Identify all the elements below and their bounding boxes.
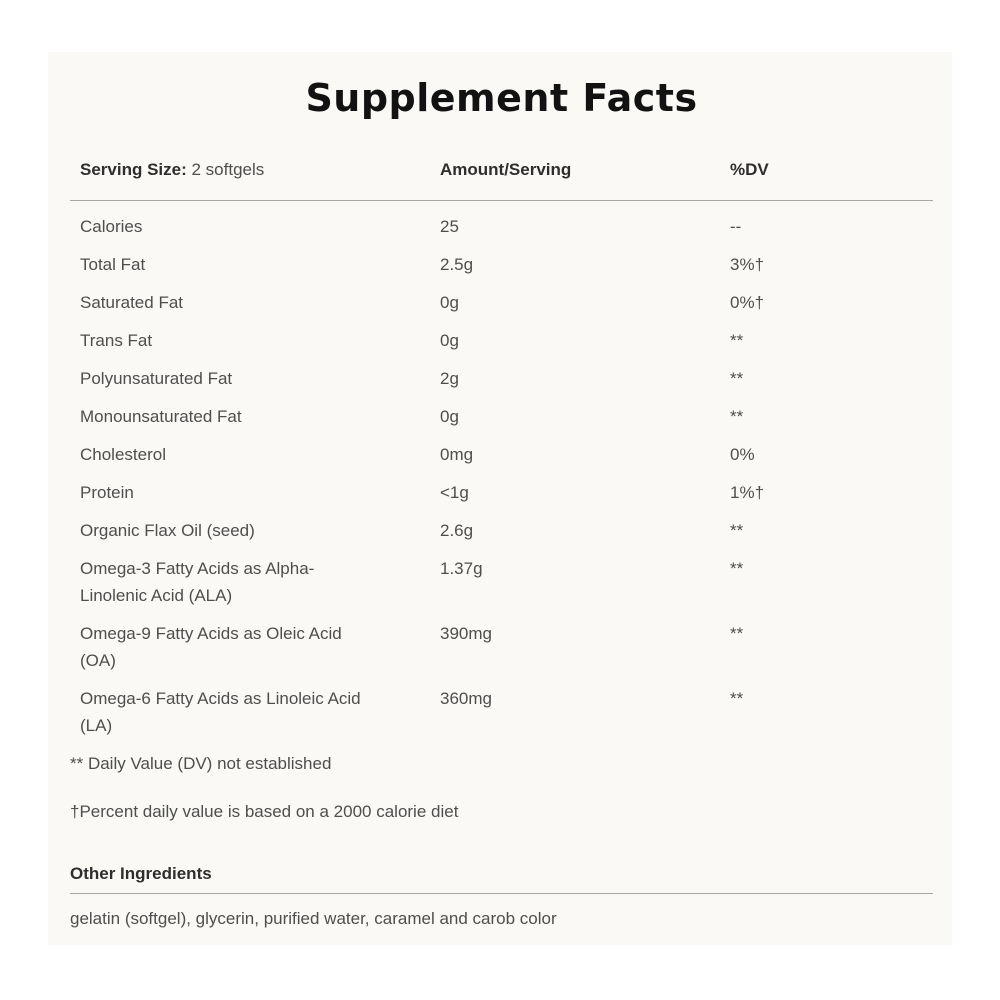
facts-rows: Calories 25 -- Total Fat 2.5g 3%† Satura… xyxy=(70,213,933,739)
table-row: Monounsaturated Fat 0g ** xyxy=(70,403,933,430)
nutrient-dv: ** xyxy=(730,559,744,578)
nutrient-amount: 25 xyxy=(440,217,459,236)
nutrient-amount: 0g xyxy=(440,293,459,312)
nutrient-amount: 390mg xyxy=(440,624,492,643)
nutrient-name: Organic Flax Oil (seed) xyxy=(80,521,255,540)
nutrient-amount: 0g xyxy=(440,407,459,426)
nutrient-name: Omega-9 Fatty Acids as Oleic Acid (OA) xyxy=(80,624,342,670)
table-row: Trans Fat 0g ** xyxy=(70,327,933,354)
nutrient-amount: <1g xyxy=(440,483,469,502)
table-row: Saturated Fat 0g 0%† xyxy=(70,289,933,316)
table-row: Cholesterol 0mg 0% xyxy=(70,441,933,468)
header-divider xyxy=(70,200,933,201)
nutrient-name: Calories xyxy=(80,217,143,236)
table-header-row: Serving Size: 2 softgels Amount/Serving … xyxy=(70,156,933,183)
serving-size-value: 2 softgels xyxy=(186,160,265,179)
nutrient-amount: 2.6g xyxy=(440,521,474,540)
nutrient-name: Protein xyxy=(80,483,134,502)
nutrient-dv: ** xyxy=(730,407,744,426)
dv-not-established-note: ** Daily Value (DV) not established xyxy=(70,754,332,773)
table-row: Organic Flax Oil (seed) 2.6g ** xyxy=(70,517,933,544)
table-row: Omega-3 Fatty Acids as Alpha- Linolenic … xyxy=(70,555,933,609)
nutrient-name: Trans Fat xyxy=(80,331,153,350)
nutrient-dv: ** xyxy=(730,369,744,388)
other-ingredients-heading: Other Ingredients xyxy=(70,864,212,883)
table-row: Calories 25 -- xyxy=(70,213,933,240)
serving-size-label: Serving Size: xyxy=(80,160,187,179)
nutrient-amount: 2g xyxy=(440,369,459,388)
nutrient-name: Omega-3 Fatty Acids as Alpha- Linolenic … xyxy=(80,559,315,605)
table-row: Protein <1g 1%† xyxy=(70,479,933,506)
table-row: Polyunsaturated Fat 2g ** xyxy=(70,365,933,392)
page-title: Supplement Facts xyxy=(305,76,698,120)
nutrient-name: Saturated Fat xyxy=(80,293,184,312)
percent-daily-value-note: †Percent daily value is based on a 2000 … xyxy=(70,802,459,821)
nutrient-dv: 0%† xyxy=(730,293,765,312)
nutrient-dv: -- xyxy=(730,217,742,236)
amount-serving-header: Amount/Serving xyxy=(440,160,572,179)
percent-dv-header: %DV xyxy=(730,160,769,179)
supplement-facts-panel: Supplement Facts Serving Size: 2 softgel… xyxy=(48,52,952,945)
nutrient-dv: 0% xyxy=(730,445,755,464)
nutrient-dv: ** xyxy=(730,521,744,540)
nutrient-name: Polyunsaturated Fat xyxy=(80,369,233,388)
nutrient-dv: 3%† xyxy=(730,255,765,274)
nutrient-amount: 0g xyxy=(440,331,459,350)
nutrient-amount: 360mg xyxy=(440,689,492,708)
nutrient-amount: 2.5g xyxy=(440,255,474,274)
nutrient-dv: ** xyxy=(730,689,744,708)
table-row: Omega-9 Fatty Acids as Oleic Acid (OA) 3… xyxy=(70,620,933,674)
nutrient-name: Monounsaturated Fat xyxy=(80,407,242,426)
other-ingredients-text: gelatin (softgel), glycerin, purified wa… xyxy=(70,909,557,928)
table-row: Omega-6 Fatty Acids as Linoleic Acid (LA… xyxy=(70,685,933,739)
nutrient-amount: 1.37g xyxy=(440,559,483,578)
table-row: Total Fat 2.5g 3%† xyxy=(70,251,933,278)
nutrient-dv: ** xyxy=(730,331,744,350)
serving-size: Serving Size: 2 softgels xyxy=(70,156,440,183)
nutrient-name: Cholesterol xyxy=(80,445,166,464)
nutrient-name: Omega-6 Fatty Acids as Linoleic Acid (LA… xyxy=(80,689,361,735)
other-ingredients-divider xyxy=(70,893,933,894)
nutrient-dv: 1%† xyxy=(730,483,765,502)
nutrient-name: Total Fat xyxy=(80,255,146,274)
nutrient-amount: 0mg xyxy=(440,445,474,464)
nutrient-dv: ** xyxy=(730,624,744,643)
